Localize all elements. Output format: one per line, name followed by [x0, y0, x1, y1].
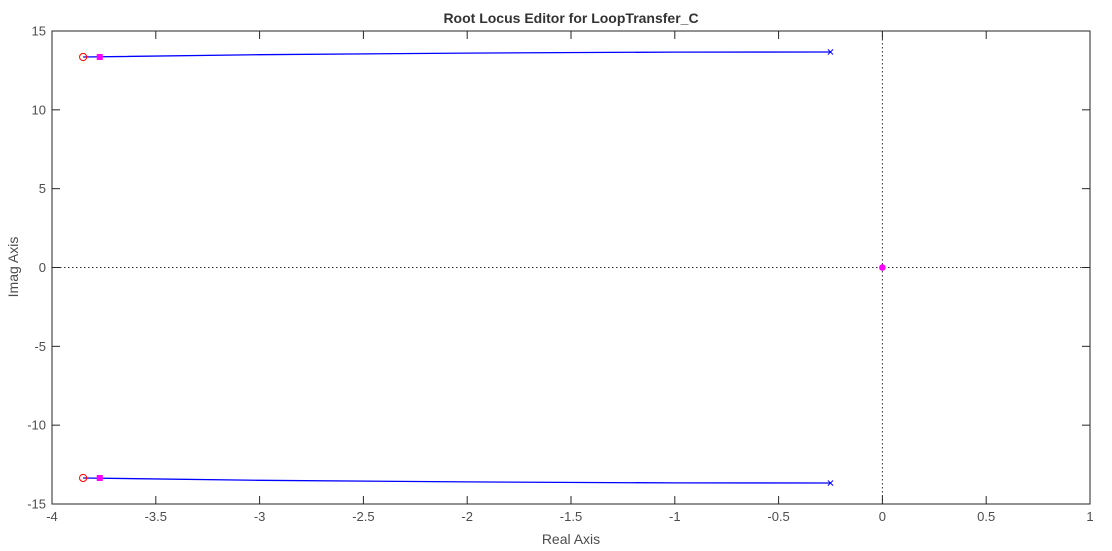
y-axis-ticks: -15 -10 -5 0 5 10 15 [27, 24, 1090, 512]
open-loop-pole-marker[interactable] [827, 480, 834, 486]
x-tick-label: -3 [254, 509, 266, 524]
x-axis-ticks: -4 -3.5 -3 -2.5 -2 -1.5 -1 -0.5 0 0.5 1 [46, 31, 1094, 524]
x-axis-title: Real Axis [542, 531, 600, 547]
locus-branches [83, 51, 831, 484]
closed-loop-pole-marker[interactable] [96, 474, 103, 481]
open-loop-zero-marker[interactable] [79, 52, 88, 62]
x-tick-label: -1 [669, 509, 681, 524]
open-loop-pole-marker[interactable] [827, 49, 834, 55]
chart-title: Root Locus Editor for LoopTransfer_C [443, 10, 698, 26]
locus-branch-1[interactable] [83, 51, 831, 58]
locus-branch-2[interactable] [83, 477, 831, 484]
x-tick-label: -1.5 [560, 509, 582, 524]
x-tick-label: -2 [461, 509, 473, 524]
y-tick-label: 0 [39, 260, 46, 275]
y-tick-label: -10 [27, 418, 46, 433]
x-tick-label: -3.5 [145, 509, 167, 524]
closed-loop-pole-marker[interactable] [879, 264, 886, 271]
y-tick-label: 5 [39, 181, 46, 196]
x-tick-label: 1 [1086, 509, 1093, 524]
closed-loop-pole-marker[interactable] [96, 54, 103, 61]
y-tick-label: 10 [32, 102, 46, 117]
y-axis-title: Imag Axis [5, 237, 21, 298]
y-tick-label: -5 [34, 339, 46, 354]
open-loop-zero-marker[interactable] [79, 473, 88, 483]
plot-area[interactable] [52, 31, 1090, 504]
y-tick-label: -15 [27, 497, 46, 512]
x-tick-label: 0 [879, 509, 886, 524]
x-tick-label: -2.5 [352, 509, 374, 524]
x-tick-label: 0.5 [977, 509, 995, 524]
x-tick-label: -0.5 [767, 509, 789, 524]
x-tick-label: -4 [46, 509, 58, 524]
markers [79, 49, 886, 486]
y-tick-label: 15 [32, 24, 46, 39]
